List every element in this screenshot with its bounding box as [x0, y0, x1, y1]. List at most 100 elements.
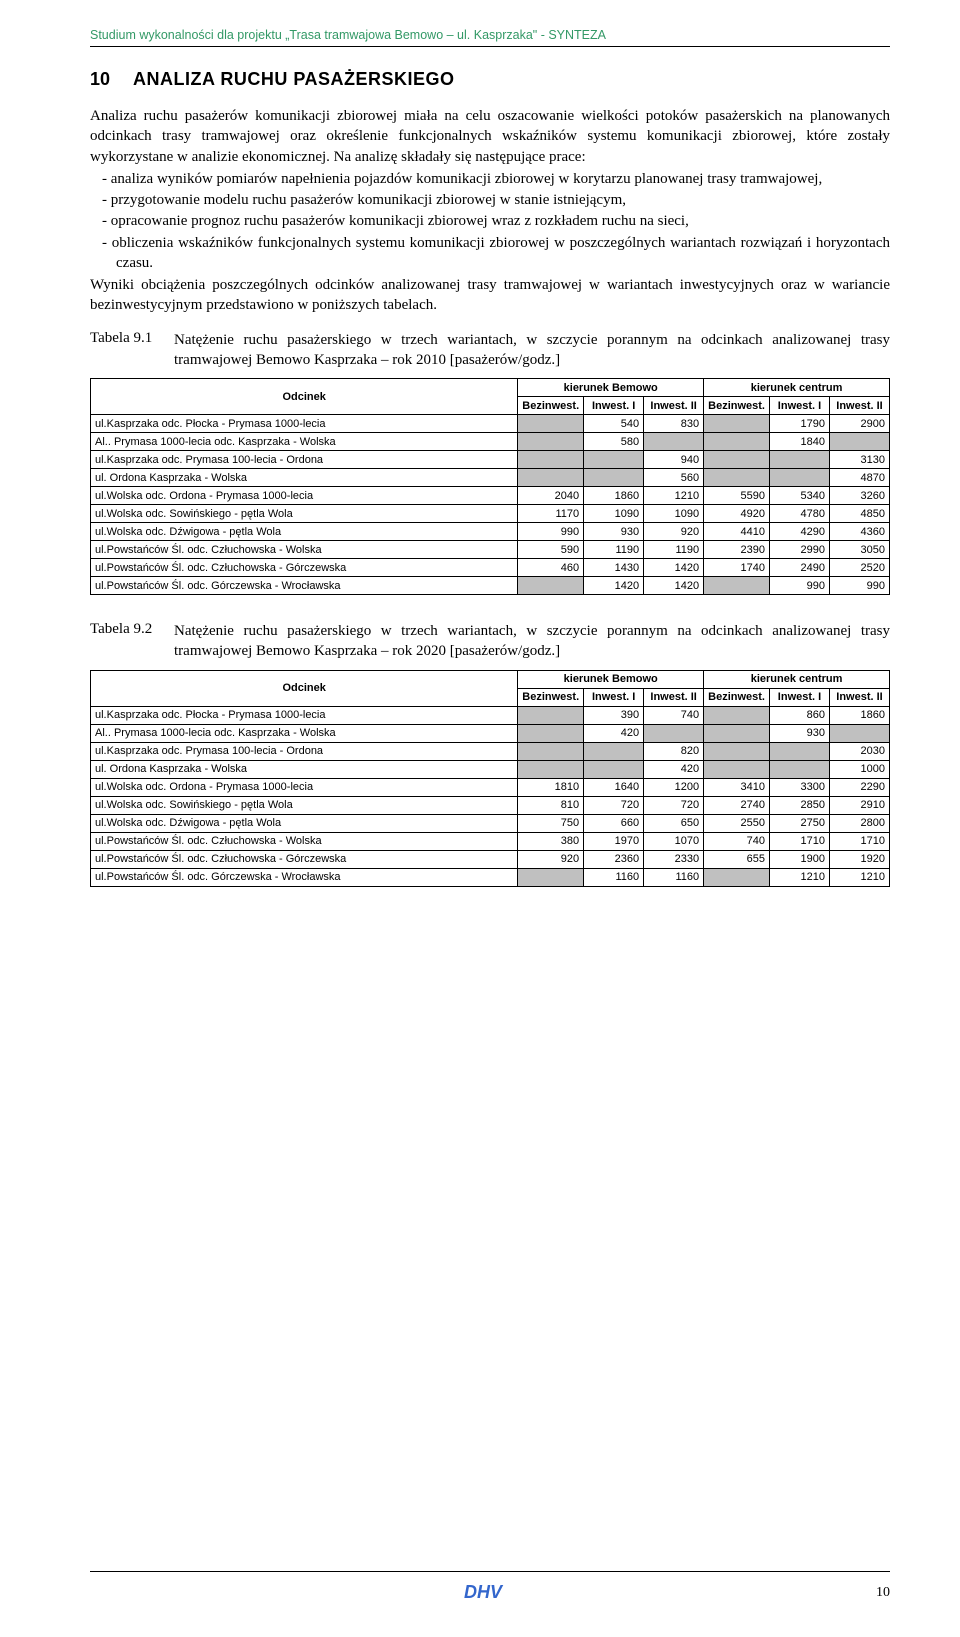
- cell-value: [518, 760, 584, 778]
- col-odcinek: Odcinek: [91, 670, 518, 706]
- cell-value: 1860: [830, 706, 890, 724]
- cell-value: 740: [644, 706, 704, 724]
- cell-value: 420: [584, 724, 644, 742]
- table-row: ul.Powstańców Śl. odc. Człuchowska - Wol…: [91, 541, 890, 559]
- cell-value: 720: [644, 796, 704, 814]
- cell-value: [704, 742, 770, 760]
- cell-value: [644, 724, 704, 742]
- table-row: Al.. Prymasa 1000-lecia odc. Kasprzaka -…: [91, 433, 890, 451]
- cell-value: 660: [584, 814, 644, 832]
- col-bemowo: kierunek Bemowo: [518, 670, 704, 688]
- section-number: 10: [90, 69, 110, 89]
- cell-value: 1790: [770, 415, 830, 433]
- cell-value: 420: [644, 760, 704, 778]
- cell-value: 2800: [830, 814, 890, 832]
- cell-value: 930: [584, 523, 644, 541]
- cell-value: 920: [518, 850, 584, 868]
- cell-value: 540: [584, 415, 644, 433]
- cell-value: 4780: [770, 505, 830, 523]
- cell-value: 1420: [584, 577, 644, 595]
- cell-value: 5340: [770, 487, 830, 505]
- cell-odcinek: ul. Ordona Kasprzaka - Wolska: [91, 469, 518, 487]
- bullet-list: analiza wyników pomiarów napełnienia poj…: [90, 169, 890, 273]
- cell-value: 1430: [584, 559, 644, 577]
- cell-value: 2990: [770, 541, 830, 559]
- cell-value: [518, 433, 584, 451]
- cell-value: [830, 433, 890, 451]
- cell-value: [704, 724, 770, 742]
- table2-caption: Natężenie ruchu pasażerskiego w trzech w…: [174, 621, 890, 662]
- cell-odcinek: ul.Wolska odc. Ordona - Prymasa 1000-lec…: [91, 487, 518, 505]
- cell-value: 1160: [644, 868, 704, 886]
- cell-value: 2750: [770, 814, 830, 832]
- cell-value: 2330: [644, 850, 704, 868]
- subcol: Inwest. I: [770, 688, 830, 706]
- cell-value: 580: [584, 433, 644, 451]
- logo: DHV: [464, 1582, 502, 1603]
- cell-odcinek: ul.Wolska odc. Sowińskiego - pętla Wola: [91, 505, 518, 523]
- cell-value: 1190: [584, 541, 644, 559]
- cell-value: 2390: [704, 541, 770, 559]
- cell-value: [644, 433, 704, 451]
- footer-rule: [90, 1571, 890, 1572]
- cell-value: [518, 451, 584, 469]
- cell-odcinek: ul.Powstańców Śl. odc. Człuchowska - Wol…: [91, 832, 518, 850]
- cell-odcinek: Al.. Prymasa 1000-lecia odc. Kasprzaka -…: [91, 724, 518, 742]
- cell-odcinek: ul.Kasprzaka odc. Prymasa 100-lecia - Or…: [91, 742, 518, 760]
- table-row: ul.Wolska odc. Ordona - Prymasa 1000-lec…: [91, 487, 890, 505]
- cell-value: [770, 760, 830, 778]
- cell-odcinek: ul.Wolska odc. Dźwigowa - pętla Wola: [91, 523, 518, 541]
- table-row: Al.. Prymasa 1000-lecia odc. Kasprzaka -…: [91, 724, 890, 742]
- cell-value: [584, 469, 644, 487]
- table-row: ul.Kasprzaka odc. Płocka - Prymasa 1000-…: [91, 415, 890, 433]
- cell-odcinek: ul.Wolska odc. Sowińskiego - pętla Wola: [91, 796, 518, 814]
- table-row: ul.Wolska odc. Dźwigowa - pętla Wola7506…: [91, 814, 890, 832]
- cell-value: [518, 577, 584, 595]
- cell-odcinek: ul.Powstańców Śl. odc. Człuchowska - Wol…: [91, 541, 518, 559]
- cell-odcinek: ul.Powstańców Śl. odc. Człuchowska - Gór…: [91, 850, 518, 868]
- cell-value: 1420: [644, 559, 704, 577]
- subcol: Inwest. I: [770, 397, 830, 415]
- table1-block: Tabela 9.1 Natężenie ruchu pasażerskiego…: [90, 330, 890, 596]
- cell-value: 1920: [830, 850, 890, 868]
- cell-value: 1200: [644, 778, 704, 796]
- cell-value: [704, 706, 770, 724]
- cell-value: 1860: [584, 487, 644, 505]
- subcol: Inwest. II: [644, 397, 704, 415]
- col-centrum: kierunek centrum: [704, 379, 890, 397]
- subcol: Bezinwest.: [704, 688, 770, 706]
- cell-value: 2740: [704, 796, 770, 814]
- cell-value: [584, 760, 644, 778]
- paragraph-summary: Wyniki obciążenia poszczególnych odcinkó…: [90, 275, 890, 316]
- cell-value: 3410: [704, 778, 770, 796]
- cell-value: 990: [770, 577, 830, 595]
- bullet-item: analiza wyników pomiarów napełnienia poj…: [90, 169, 890, 189]
- cell-value: 380: [518, 832, 584, 850]
- cell-value: 1420: [644, 577, 704, 595]
- cell-value: 740: [704, 832, 770, 850]
- subcol: Bezinwest.: [704, 397, 770, 415]
- cell-value: 750: [518, 814, 584, 832]
- cell-value: [704, 760, 770, 778]
- table-row: ul.Powstańców Śl. odc. Człuchowska - Gór…: [91, 850, 890, 868]
- cell-value: 2900: [830, 415, 890, 433]
- cell-value: 1160: [584, 868, 644, 886]
- cell-value: 820: [644, 742, 704, 760]
- col-odcinek: Odcinek: [91, 379, 518, 415]
- subcol: Inwest. II: [830, 688, 890, 706]
- cell-value: 1190: [644, 541, 704, 559]
- section-title-text: ANALIZA RUCHU PASAŻERSKIEGO: [133, 69, 455, 89]
- subcol: Inwest. II: [644, 688, 704, 706]
- cell-value: 1210: [644, 487, 704, 505]
- cell-value: 2360: [584, 850, 644, 868]
- cell-value: [518, 868, 584, 886]
- cell-value: [770, 469, 830, 487]
- cell-value: 1090: [584, 505, 644, 523]
- cell-value: 1740: [704, 559, 770, 577]
- cell-value: [830, 724, 890, 742]
- table1-caption: Natężenie ruchu pasażerskiego w trzech w…: [174, 330, 890, 371]
- cell-value: 3130: [830, 451, 890, 469]
- page-number: 10: [876, 1585, 890, 1601]
- cell-value: 4850: [830, 505, 890, 523]
- cell-value: 1840: [770, 433, 830, 451]
